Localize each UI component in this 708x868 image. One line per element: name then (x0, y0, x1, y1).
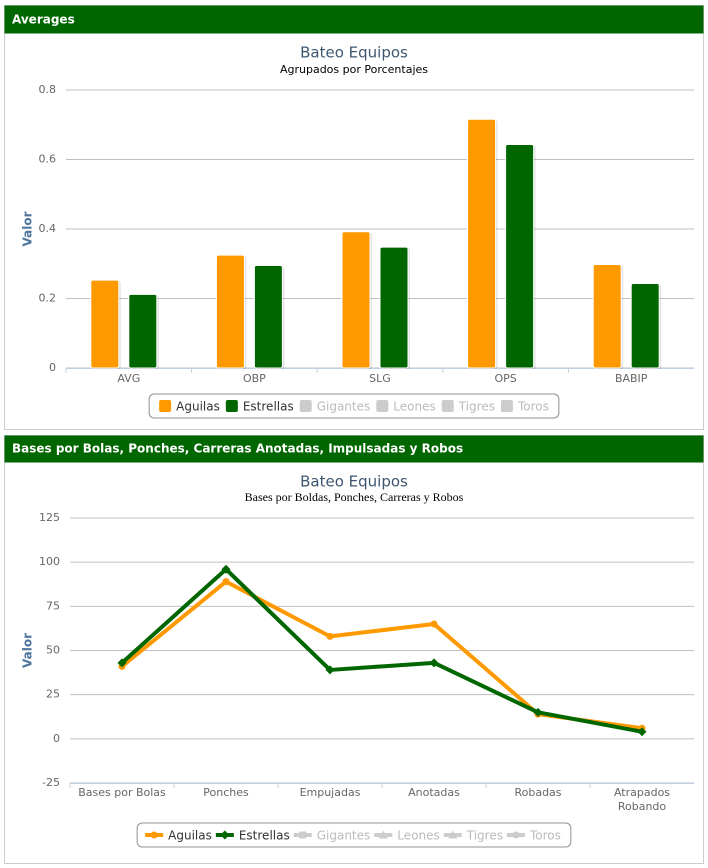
chart-subtitle: Agrupados por Porcentajes (280, 63, 428, 76)
legend-swatch (441, 400, 454, 412)
legend-item: Gigantes (299, 400, 371, 414)
legend-item: Estrellas (215, 829, 290, 843)
marker (222, 578, 230, 586)
bar (592, 263, 622, 369)
legend-item: Aguilas (145, 829, 212, 843)
line (120, 567, 643, 734)
y-tick-label: 100 (39, 555, 60, 568)
legend-label: Toros (529, 829, 561, 843)
legend-label: Estrellas (243, 400, 294, 414)
bar (253, 264, 283, 369)
legend-label: Leones (393, 400, 435, 414)
marker (378, 830, 388, 839)
bar (630, 283, 660, 369)
legend-swatch (299, 400, 312, 412)
legend-item: Leones (376, 400, 436, 414)
panel-title: Bases por Bolas, Ponches, Carreras Anota… (12, 442, 463, 456)
legend-item: Tigres (441, 400, 495, 414)
marker (325, 665, 335, 675)
y-tick-label: 50 (46, 644, 60, 657)
panel-header (4, 435, 704, 463)
marker (512, 831, 520, 839)
x-tick-label: Ponches (203, 786, 249, 799)
x-tick-label: Atrapados Robando (614, 786, 670, 813)
y-tick-label: 0 (49, 361, 56, 374)
marker (533, 707, 543, 717)
y-tick-label: 0 (53, 732, 60, 745)
marker (430, 620, 438, 628)
marker (150, 831, 158, 839)
x-tick-label: Anotadas (408, 786, 460, 799)
legend-label: Toros (517, 400, 549, 414)
x-tick-label: Bases por Bolas (78, 786, 166, 799)
marker (429, 658, 439, 668)
chart-title: Bateo Equipos (300, 44, 408, 62)
bar (90, 279, 120, 369)
chart-subtitle: Bases por Boldas, Ponches, Carreras y Ro… (245, 490, 464, 504)
marker (326, 632, 334, 640)
y-tick-label: 25 (46, 688, 60, 701)
marker (299, 831, 307, 839)
x-tick-label: SLG (369, 372, 391, 385)
legend-label: Aguilas (176, 400, 220, 414)
x-tick-label: Empujadas (300, 786, 361, 799)
legend: Aguilas Estrellas Gigantes Leones Tigres Toro… (148, 393, 560, 419)
legend-item: Toros (506, 829, 561, 843)
legend-swatch (500, 400, 513, 412)
panel-title: Averages (12, 13, 75, 27)
x-tick-label: AVG (117, 372, 140, 385)
y-axis-label: Valor (21, 633, 35, 668)
y-tick-label: 0.2 (39, 292, 57, 305)
legend-label: Estrellas (239, 829, 290, 843)
legend-label: Gigantes (317, 829, 371, 843)
y-tick-label: 0.4 (39, 222, 57, 235)
legend-box (136, 822, 572, 848)
legend-item: Aguilas (159, 400, 220, 414)
x-tick-label: OPS (494, 372, 516, 385)
panel (4, 435, 704, 864)
legend-swatch (225, 400, 238, 412)
y-tick-label: 125 (39, 511, 60, 524)
x-tick-label: BABIP (615, 372, 648, 385)
marker (637, 727, 647, 737)
legend-item: Estrellas (225, 400, 294, 414)
legend-label: Gigantes (317, 400, 371, 414)
panel-header (4, 5, 704, 34)
bar (215, 254, 245, 369)
y-tick-label: 75 (46, 599, 60, 612)
x-tick-label: Robadas (514, 786, 561, 799)
legend-item: Gigantes (293, 829, 371, 843)
marker (220, 830, 230, 840)
legend-label: Leones (397, 829, 439, 843)
y-tick-label: 0.8 (39, 83, 57, 96)
legend-label: Aguilas (168, 829, 212, 843)
legend-item: Toros (500, 400, 549, 414)
x-tick-line: Atrapados (614, 786, 670, 799)
legend-swatch (159, 400, 172, 412)
marker (221, 564, 231, 574)
x-tick-line: Robando (618, 800, 667, 813)
legend-box (148, 393, 560, 419)
bar (467, 118, 497, 369)
y-tick-label: 0.6 (39, 153, 57, 166)
y-tick-label: -25 (42, 776, 60, 789)
legend-swatch (376, 400, 389, 412)
legend-item: Tigres (443, 829, 503, 843)
legend-label: Tigres (458, 400, 495, 414)
bar (505, 144, 535, 369)
bar (128, 293, 158, 369)
legend-item: Leones (374, 829, 440, 843)
x-tick-label: OBP (243, 372, 266, 385)
bar (341, 231, 371, 369)
bar (379, 246, 409, 369)
marker (448, 830, 458, 839)
chart-title: Bateo Equipos (300, 473, 408, 491)
y-axis-label: Valor (21, 211, 35, 246)
legend: Aguilas Estrellas Gigantes Leones Tigres Toro… (136, 822, 572, 848)
legend-label: Tigres (466, 829, 503, 843)
marker (117, 658, 127, 668)
